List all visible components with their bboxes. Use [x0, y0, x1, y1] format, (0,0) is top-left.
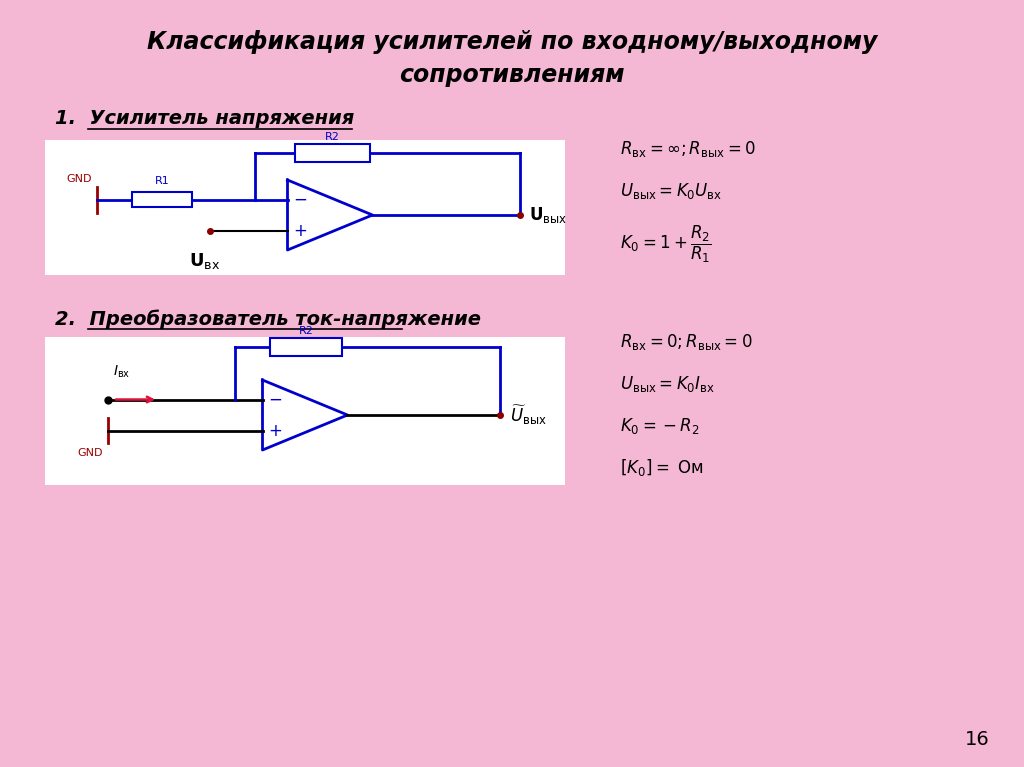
- FancyBboxPatch shape: [270, 338, 342, 356]
- Text: −: −: [268, 390, 283, 409]
- Text: $K_0 = 1 + \dfrac{R_2}{R_1}$: $K_0 = 1 + \dfrac{R_2}{R_1}$: [620, 223, 712, 265]
- Text: R2: R2: [325, 132, 340, 142]
- Text: Классификация усилителей по входному/выходному: Классификация усилителей по входному/вых…: [146, 30, 878, 54]
- Text: GND: GND: [67, 175, 92, 185]
- Text: $\widetilde{U}_{\rm вых}$: $\widetilde{U}_{\rm вых}$: [510, 403, 547, 427]
- Text: $\mathbf{U}$$_{\rm вых}$: $\mathbf{U}$$_{\rm вых}$: [529, 205, 567, 225]
- Text: $R_{\rm вх} = \infty;R_{\rm вых} = 0$: $R_{\rm вх} = \infty;R_{\rm вых} = 0$: [620, 139, 756, 159]
- Text: $U_{\rm вых} = K_0 I_{\rm вх}$: $U_{\rm вых} = K_0 I_{\rm вх}$: [620, 374, 715, 394]
- Text: $[K_0] = $ Ом: $[K_0] = $ Ом: [620, 457, 703, 479]
- FancyBboxPatch shape: [45, 337, 565, 485]
- Text: 16: 16: [966, 730, 990, 749]
- FancyBboxPatch shape: [45, 140, 565, 275]
- Text: $U_{\rm вых} = K_0 U_{\rm вх}$: $U_{\rm вых} = K_0 U_{\rm вх}$: [620, 181, 722, 201]
- Text: 1.  Усилитель напряжения: 1. Усилитель напряжения: [55, 110, 354, 129]
- Text: 2.  Преобразователь ток-напряжение: 2. Преобразователь ток-напряжение: [55, 309, 481, 329]
- Text: GND: GND: [78, 449, 103, 459]
- Text: R1: R1: [155, 176, 169, 186]
- Text: −: −: [294, 190, 307, 209]
- FancyBboxPatch shape: [295, 144, 370, 162]
- Text: $R_{\rm вх} = 0;R_{\rm вых} = 0$: $R_{\rm вх} = 0;R_{\rm вых} = 0$: [620, 332, 753, 352]
- Text: $I_{\rm вх}$: $I_{\rm вх}$: [113, 364, 130, 380]
- Text: сопротивлениям: сопротивлениям: [399, 63, 625, 87]
- FancyBboxPatch shape: [132, 192, 193, 207]
- Text: $\mathbf{U}_{\rm вх}$: $\mathbf{U}_{\rm вх}$: [189, 251, 220, 271]
- Text: +: +: [268, 422, 283, 439]
- Text: R2: R2: [299, 326, 313, 336]
- Text: +: +: [294, 222, 307, 239]
- Text: $K_0 = -R_2$: $K_0 = -R_2$: [620, 416, 699, 436]
